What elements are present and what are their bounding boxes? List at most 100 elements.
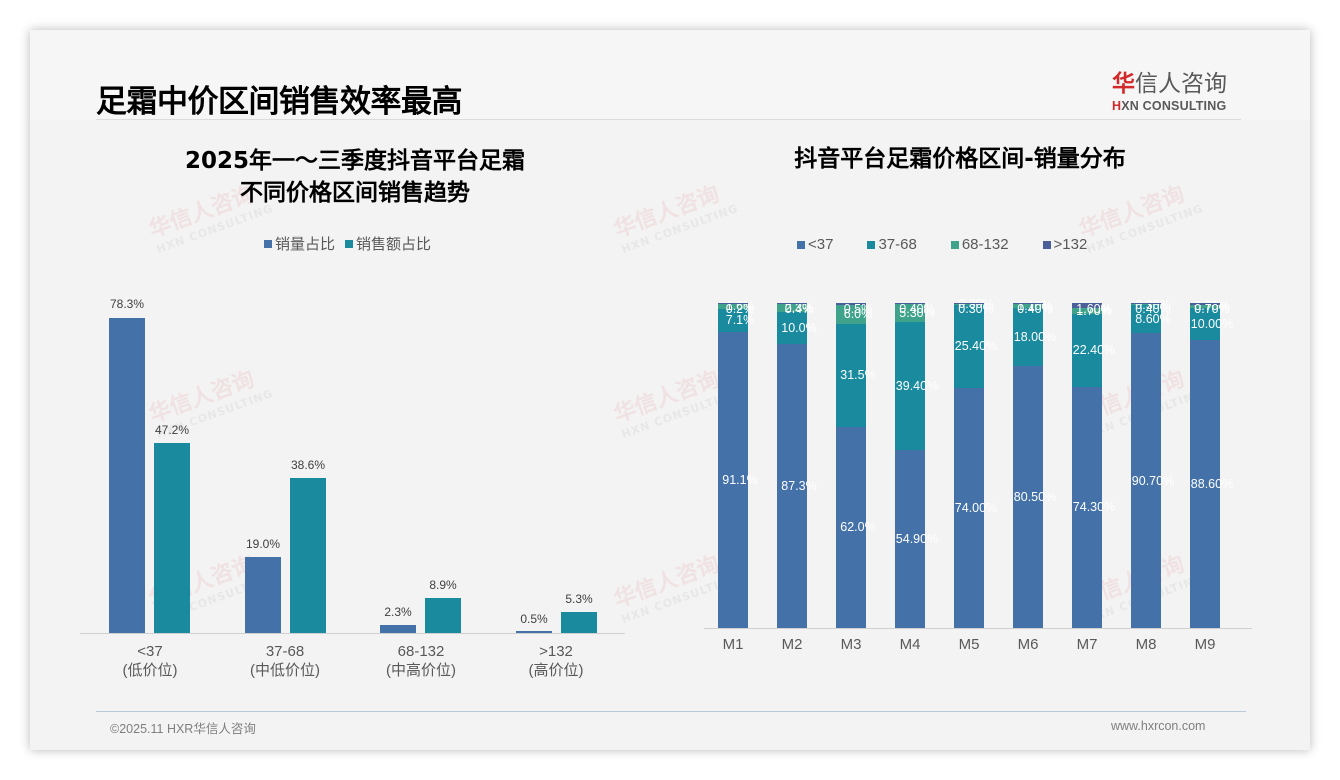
left-chart-title: 2025年一～三季度抖音平台足霜 不同价格区间销售趋势: [184, 148, 525, 206]
bar-sales: [154, 443, 190, 633]
stacked-bar-m7: 74.30% 22.40% 1.70% 1.60%: [1072, 302, 1115, 628]
segment-value-label: 0.40%: [1017, 302, 1053, 316]
bar-value-label: 38.6%: [290, 458, 326, 472]
segment-value-label: 87.3%: [781, 479, 817, 494]
bar-segment: [1131, 305, 1161, 334]
company-logo: 华信人咨询 HXN CONSULTING: [1112, 64, 1252, 113]
bar-segment: [718, 308, 748, 332]
segment-value-label: 8.60%: [1135, 312, 1171, 327]
segment-value-label: 0.30%: [958, 297, 994, 312]
slide: 华信人咨询 HXN CONSULTING 华信人咨询 HXN CONSULTING …: [30, 30, 1310, 750]
bar-value-label: 8.9%: [429, 578, 457, 592]
segment-value-label: 88.60%: [1190, 477, 1234, 492]
bar-segment: [1072, 386, 1102, 628]
month-label: M6: [1017, 636, 1039, 653]
legend-swatch: [345, 239, 354, 248]
month-label: M5: [958, 636, 980, 653]
bar-value-label: 47.2%: [154, 423, 190, 437]
title-divider: [96, 119, 1241, 120]
month-label: M8: [1135, 636, 1157, 653]
logo-en-text: XN CONSULTING: [1121, 99, 1227, 113]
bar-value-label: 5.3%: [565, 592, 593, 606]
segment-value-label: 0.70%: [1194, 302, 1230, 316]
x-axis-line: [80, 633, 625, 634]
footer-website[interactable]: www.hxrcon.com: [1111, 719, 1206, 733]
stacked-bar-m5: 74.00% 25.40% 0.30% 0.30%: [954, 297, 997, 628]
month-label: M3: [840, 636, 862, 653]
category-label: >132 (高价位): [528, 643, 584, 679]
bar-volume: [245, 557, 281, 633]
bar-segment: [895, 303, 925, 305]
bar-segment: [1013, 303, 1043, 305]
page-title: 足霜中价区间销售效率最高: [96, 84, 463, 120]
legend-swatch: [950, 240, 959, 249]
bar-volume: [109, 318, 145, 633]
bar-volume: [380, 625, 416, 633]
bar-segment: [954, 304, 984, 388]
bar-segment: [718, 303, 748, 304]
bar-volume: [516, 631, 552, 633]
legend-item-lt37: <37: [797, 236, 833, 253]
category-label: 37-68 (中低价位): [250, 643, 320, 679]
left-chart-legend: 销量占比 销售额占比: [264, 233, 431, 254]
segment-value-label: 10.00%: [1190, 316, 1234, 331]
bar-value-label: 2.3%: [384, 605, 412, 619]
segment-value-label: 2.3%: [784, 301, 814, 316]
footer-divider: [96, 711, 1246, 712]
bar-segment: [1131, 333, 1161, 628]
logo-mark: 华: [1112, 71, 1135, 97]
footer-copyright: ©2025.11 HXR华信人咨询: [110, 722, 256, 736]
bar-segment: [718, 303, 748, 309]
month-label: M2: [781, 636, 803, 653]
segment-value-label: 39.40%: [895, 378, 939, 393]
segment-value-label: 7.1%: [725, 313, 755, 328]
stacked-bar-m9: 88.60% 10.00% 0.70% 0.70%: [1190, 299, 1233, 628]
bar-segment: [1190, 303, 1220, 306]
segment-value-label: 1.6%: [725, 299, 755, 314]
segment-value-label: 6.0%: [843, 307, 873, 322]
bar-segment: [1190, 340, 1220, 628]
segment-value-label: 10.0%: [781, 321, 817, 336]
stacked-bar-m6: 80.50% 18.00% 1.10% 0.40%: [1013, 299, 1056, 628]
legend-swatch: [797, 240, 805, 249]
segment-value-label: 25.40%: [954, 339, 998, 354]
bar-segment: [777, 311, 807, 345]
stacked-bar-m8: 90.70% 8.60% 0.30% 0.40%: [1131, 298, 1174, 628]
slide-header-band: [30, 30, 1310, 120]
bar-segment: [1072, 308, 1102, 314]
segment-value-label: 90.70%: [1131, 473, 1175, 488]
bar-segment: [777, 344, 807, 628]
segment-value-label: 31.5%: [840, 368, 876, 383]
segment-value-label: 74.00%: [954, 500, 998, 515]
segment-value-label: 0.40%: [899, 302, 935, 316]
logo-cn-text: 信人咨询: [1135, 71, 1227, 97]
bar-segment: [777, 304, 807, 312]
bar-sales: [561, 612, 597, 633]
segment-value-label: 0.4%: [784, 302, 814, 316]
right-chart-title: 抖音平台足霜价格区间-销量分布: [794, 146, 1126, 172]
stacked-bar-m3: 62.0% 31.5% 6.0% 0.5%: [836, 302, 876, 628]
category-label: <37 (低价位): [122, 643, 178, 679]
segment-value-label: 0.30%: [1135, 297, 1171, 312]
x-axis-line: [704, 628, 1252, 629]
bar-segment: [1190, 305, 1220, 308]
bar-segment: [895, 449, 925, 628]
bar-segment: [1013, 307, 1043, 367]
segment-value-label: 0.70%: [1194, 299, 1230, 314]
segment-value-label: 54.90%: [895, 531, 939, 546]
category-label: 68-132 (中高价位): [386, 643, 456, 679]
bar-segment: [895, 321, 925, 450]
bar-segment: [718, 331, 748, 628]
bar-segment: [1131, 304, 1161, 306]
bar-segment: [954, 303, 984, 305]
bar-value-label: 0.5%: [520, 612, 548, 626]
bar-segment: [836, 426, 866, 628]
bar-segment: [895, 304, 925, 322]
logo-en-mark: H: [1112, 99, 1122, 113]
segment-value-label: 80.50%: [1013, 490, 1057, 505]
segment-value-label: 22.40%: [1072, 343, 1116, 358]
segment-value-label: 0.2%: [725, 302, 755, 316]
legend-swatch: [867, 240, 876, 249]
segment-value-label: 0.40%: [1135, 302, 1171, 316]
bar-segment: [954, 303, 984, 304]
